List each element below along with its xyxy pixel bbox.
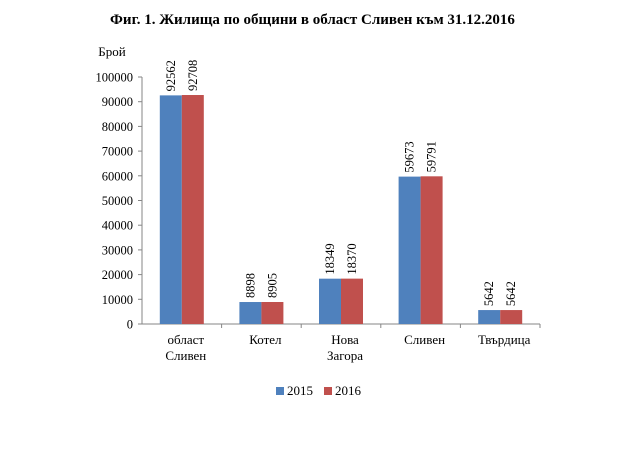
- data-label: 8898: [243, 273, 257, 298]
- category-label: Загора: [327, 348, 363, 363]
- data-label: 18349: [323, 243, 337, 274]
- data-label: 18370: [345, 243, 359, 274]
- y-tick-label: 80000: [102, 120, 133, 134]
- category-label: Нова: [331, 332, 359, 347]
- category-label: Твърдица: [478, 332, 531, 347]
- y-tick-label: 70000: [102, 145, 133, 159]
- bar-2016: [181, 95, 204, 325]
- y-tick-label: 100000: [96, 71, 134, 85]
- y-tick-label: 0: [127, 318, 133, 332]
- data-label: 5642: [482, 281, 496, 306]
- chart-title: Фиг. 1. Жилища по общини в област Сливен…: [110, 12, 515, 28]
- legend-label: 2016: [335, 383, 362, 398]
- legend-label: 2015: [287, 383, 313, 398]
- data-label: 5642: [504, 281, 518, 306]
- category-label: Котел: [249, 332, 282, 347]
- bar-2016: [341, 278, 363, 324]
- bar-2016: [261, 302, 284, 324]
- category-label: област: [168, 332, 205, 347]
- y-tick-label: 40000: [102, 219, 133, 233]
- y-tick-label: 30000: [102, 243, 133, 257]
- y-tick-label: 90000: [102, 95, 133, 109]
- data-label: 59791: [425, 141, 439, 172]
- y-tick-label: 10000: [102, 293, 133, 307]
- bar-2015: [319, 278, 341, 324]
- y-tick-label: 50000: [102, 194, 133, 208]
- y-tick-label: 60000: [102, 169, 133, 183]
- category-label: Сливен: [404, 332, 445, 347]
- legend-swatch-2015: [276, 387, 284, 395]
- bar-2016: [500, 310, 523, 324]
- legend-swatch-2016: [324, 387, 332, 395]
- bar-2016: [420, 176, 443, 324]
- bar-2015: [159, 95, 182, 324]
- bar-2015: [478, 310, 501, 324]
- y-tick-label: 20000: [102, 268, 133, 282]
- data-label: 8905: [265, 273, 279, 298]
- bar-2015: [239, 302, 262, 324]
- category-label: Сливен: [165, 348, 206, 363]
- data-label: 59673: [403, 141, 417, 172]
- bar-2015: [398, 176, 421, 324]
- data-label: 92708: [186, 60, 200, 91]
- data-label: 92562: [164, 60, 178, 91]
- y-axis-label: Брой: [98, 44, 125, 59]
